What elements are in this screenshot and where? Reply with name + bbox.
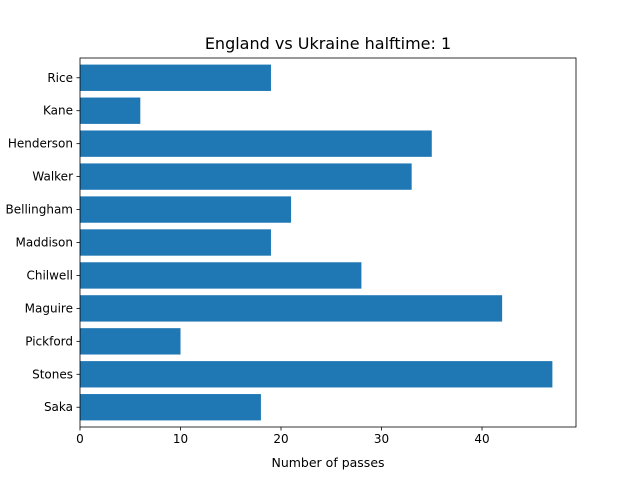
bar-saka (80, 394, 261, 421)
x-tick-label: 30 (374, 432, 389, 446)
y-tick-label: Stones (32, 367, 73, 381)
y-tick-label: Kane (43, 104, 73, 118)
bar-stones (80, 361, 553, 388)
bar-pickford (80, 328, 181, 355)
x-axis-ticks: 0 10 20 30 40 (76, 427, 490, 446)
bar-chilwell (80, 262, 362, 289)
y-tick-label: Bellingham (6, 203, 74, 217)
y-tick-label: Walker (32, 170, 73, 184)
bar-rice (80, 64, 271, 91)
x-tick-label: 10 (173, 432, 188, 446)
y-axis-ticks: Saka Stones Pickford Maguire Chilwell Maddiso… (6, 71, 80, 414)
y-tick-label: Pickford (25, 334, 73, 348)
bar-bellingham (80, 196, 292, 223)
bar-maguire (80, 295, 503, 322)
bar-henderson (80, 130, 432, 157)
x-tick-label: 40 (474, 432, 489, 446)
bars-group (80, 64, 553, 421)
y-tick-label: Rice (47, 71, 73, 85)
bar-walker (80, 163, 412, 190)
y-tick-label: Maddison (16, 236, 73, 250)
y-tick-label: Chilwell (26, 268, 73, 282)
y-tick-label: Maguire (25, 301, 73, 315)
y-tick-label: Henderson (8, 137, 73, 151)
bar-maddison (80, 229, 271, 256)
x-tick-label: 0 (76, 432, 84, 446)
y-tick-label: Saka (44, 400, 73, 414)
x-axis-label: Number of passes (271, 455, 384, 470)
chart-title: England vs Ukraine halftime: 1 (205, 34, 451, 53)
x-tick-label: 20 (273, 432, 288, 446)
bar-kane (80, 97, 141, 124)
plot-frame (79, 57, 577, 428)
